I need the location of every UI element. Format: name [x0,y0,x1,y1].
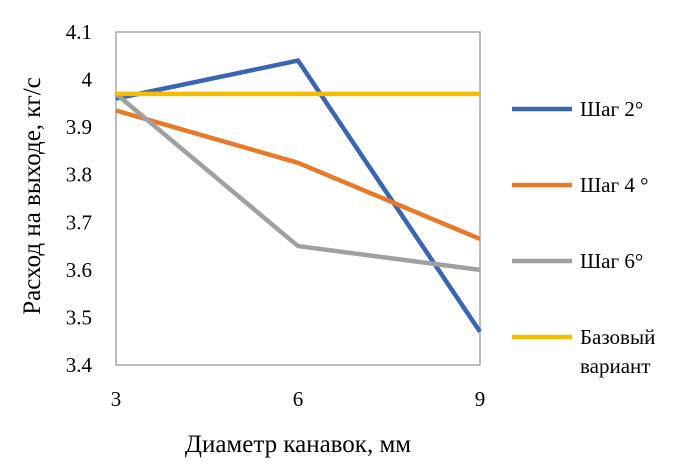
series-line [115,58,482,333]
y-tick-label: 3.4 [66,353,93,377]
legend-label: Шаг 2° [580,97,643,121]
x-axis-title: Диаметр канавок, мм [185,431,411,458]
legend: Шаг 2° Шаг 4 ° Шаг 6° Базовый вариант [512,97,655,378]
y-axis-title: Расход на выходе, кг/с [19,77,46,314]
legend-label: Шаг 6° [580,249,643,273]
y-tick-label: 3.7 [66,210,92,234]
x-tick-label: 9 [475,387,486,411]
plot-area [115,31,481,366]
x-tick-label: 6 [293,387,304,411]
x-axis-tick-labels: 3 6 9 [111,387,486,411]
y-tick-label: 4.1 [66,20,92,44]
x-tick-label: 3 [111,387,122,411]
series-lines [114,58,482,333]
y-tick-label: 3.8 [66,163,92,187]
y-tick-label: 3.9 [66,115,92,139]
legend-label: Базовый вариант [580,325,655,378]
legend-label: Шаг 4 ° [580,173,649,197]
y-tick-label: 3.6 [66,258,92,282]
y-tick-label: 3.5 [66,305,92,329]
series-line [115,108,481,242]
y-axis-tick-labels: 3.4 3.5 3.6 3.7 3.8 3.9 4 4.1 [66,20,93,377]
series-line [114,92,481,273]
y-tick-label: 4 [82,68,93,92]
